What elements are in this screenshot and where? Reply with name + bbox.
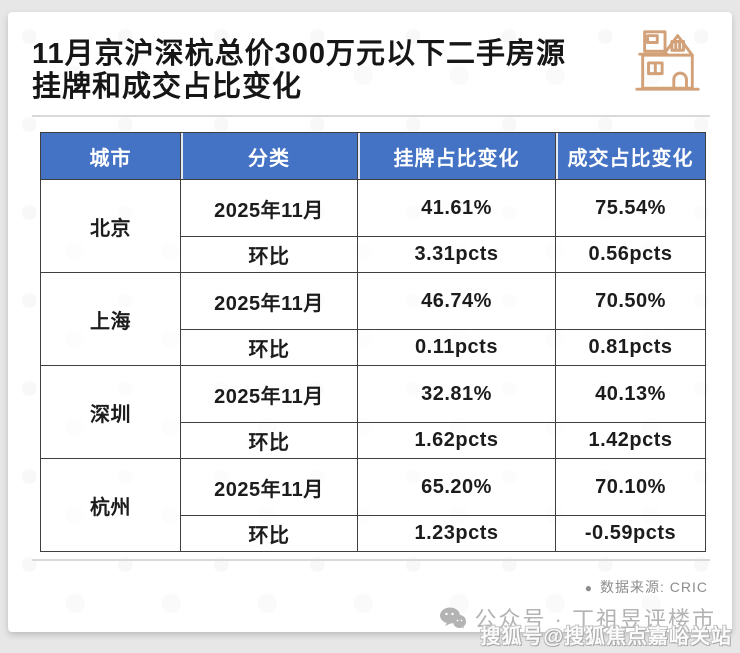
mom-label-cell: 环比	[180, 329, 358, 366]
table-row: 环比 0.11pcts 0.81pcts	[41, 329, 706, 366]
period-cell: 2025年11月	[180, 272, 358, 330]
listing-value-cell: 65.20%	[357, 458, 556, 516]
data-source-line: ● 数据来源: CRIC	[8, 577, 732, 597]
period-cell: 2025年11月	[180, 179, 358, 237]
listing-value-cell: 46.74%	[357, 272, 556, 330]
col-header-listing: 挂牌占比变化	[357, 132, 556, 180]
wechat-account-line: 公众号 · 丁祖昱评楼市	[8, 602, 732, 634]
wechat-account-text: 公众号 · 丁祖昱评楼市	[474, 607, 716, 632]
mom-label-cell: 环比	[180, 422, 358, 459]
title-divider	[32, 115, 710, 117]
data-table: 城市 分类 挂牌占比变化 成交占比变化 北京 2025年11月 41.61% 7…	[40, 132, 706, 552]
content-card: 11月京沪深杭总价300万元以下二手房源 挂牌和成交占比变化	[8, 12, 732, 632]
deal-value-cell: 75.54%	[555, 179, 706, 237]
table-bottom-divider	[32, 559, 710, 561]
house-icon	[628, 24, 706, 96]
header: 11月京沪深杭总价300万元以下二手房源 挂牌和成交占比变化	[8, 12, 732, 104]
col-header-deal: 成交占比变化	[555, 132, 706, 180]
dot-icon: ●	[584, 581, 593, 595]
col-header-city: 城市	[40, 132, 181, 180]
city-cell-shanghai: 上海	[40, 272, 181, 366]
period-cell: 2025年11月	[180, 365, 358, 423]
deal-mom-cell: 1.42pcts	[555, 422, 706, 459]
page-title-line1: 11月京沪深杭总价300万元以下二手房源	[32, 38, 567, 70]
table-row: 深圳 2025年11月 32.81% 40.13%	[40, 365, 706, 459]
deal-mom-cell: 0.81pcts	[555, 329, 706, 366]
wechat-icon	[439, 606, 467, 630]
data-source-text: 数据来源: CRIC	[600, 579, 708, 595]
page-title-line2: 挂牌和成交占比变化	[32, 71, 303, 103]
table-header-row: 城市 分类 挂牌占比变化 成交占比变化	[40, 132, 706, 180]
table-row: 北京 2025年11月 41.61% 75.54%	[40, 179, 706, 273]
city-cell-shenzhen: 深圳	[40, 365, 181, 459]
deal-value-cell: 70.50%	[555, 272, 706, 330]
listing-mom-cell: 3.31pcts	[357, 236, 556, 273]
city-cell-hangzhou: 杭州	[40, 458, 181, 552]
period-cell: 2025年11月	[180, 458, 358, 516]
deal-value-cell: 70.10%	[555, 458, 706, 516]
table-row: 环比 3.31pcts 0.56pcts	[41, 236, 706, 273]
mom-label-cell: 环比	[180, 236, 358, 273]
city-cell-beijing: 北京	[40, 179, 181, 273]
listing-mom-cell: 1.23pcts	[357, 515, 556, 552]
listing-value-cell: 41.61%	[357, 179, 556, 237]
listing-mom-cell: 1.62pcts	[357, 422, 556, 459]
deal-value-cell: 40.13%	[555, 365, 706, 423]
deal-mom-cell: 0.56pcts	[555, 236, 706, 273]
listing-value-cell: 32.81%	[357, 365, 556, 423]
col-header-category: 分类	[180, 132, 358, 180]
table-row: 杭州 2025年11月 65.20% 70.10%	[40, 458, 706, 552]
table-row: 环比 1.23pcts -0.59pcts	[41, 515, 706, 552]
deal-mom-cell: -0.59pcts	[555, 515, 706, 552]
table-row: 上海 2025年11月 46.74% 70.50%	[40, 272, 706, 366]
sohu-watermark: 搜狐号@搜狐焦点嘉峪关站	[480, 626, 732, 648]
mom-label-cell: 环比	[180, 515, 358, 552]
listing-mom-cell: 0.11pcts	[357, 329, 556, 366]
